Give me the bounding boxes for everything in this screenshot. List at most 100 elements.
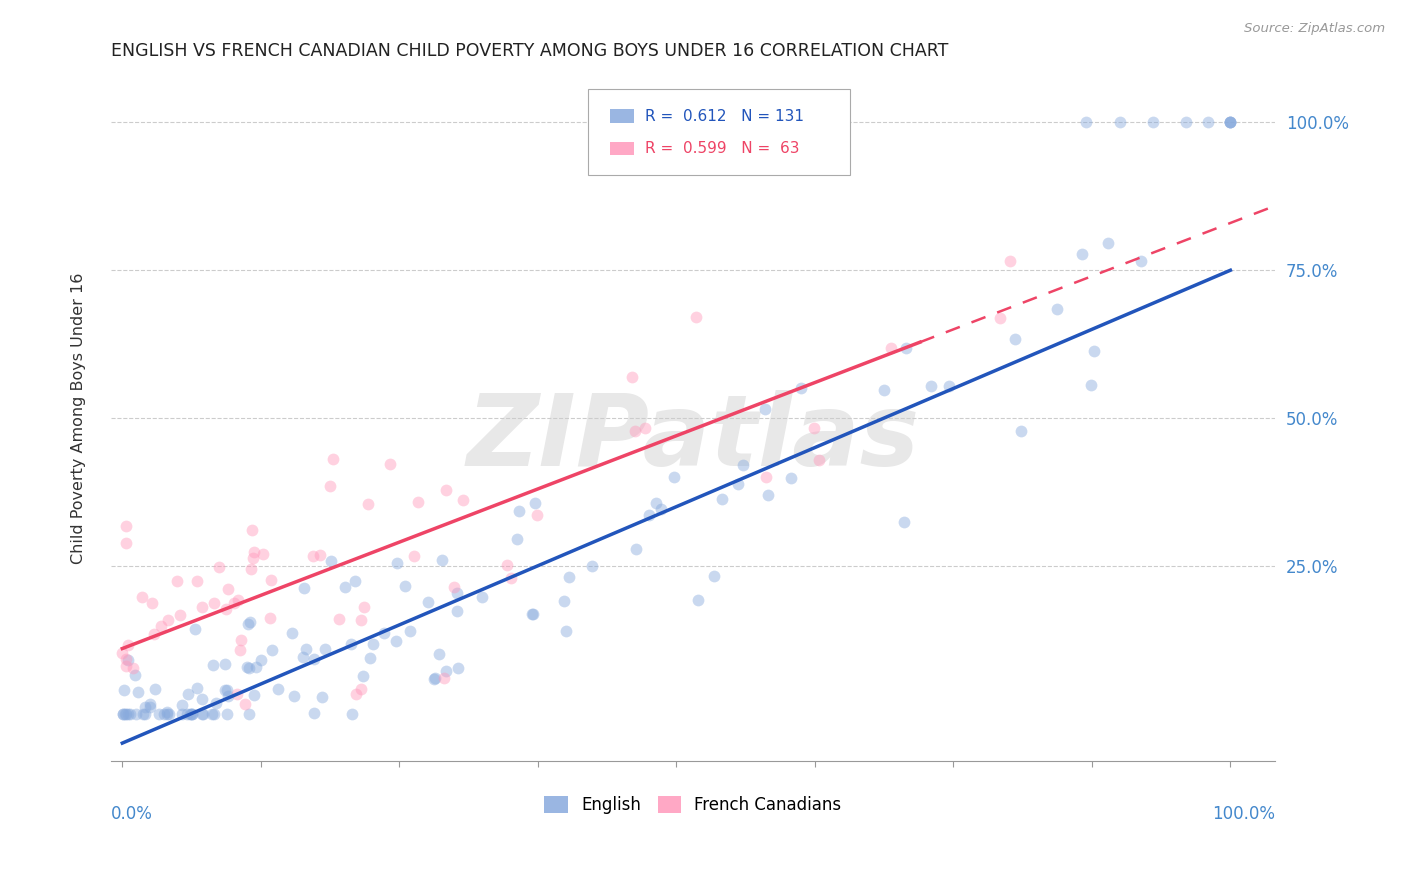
Point (132, 706, 155, 721)
Point (1108, 115, 1130, 129)
Point (214, 657, 236, 671)
Point (755, 470, 778, 484)
Bar (610, 110, 634, 123)
Point (754, 402, 776, 417)
Point (118, 706, 141, 721)
Point (434, 664, 457, 678)
Point (186, 574, 208, 589)
Point (148, 706, 170, 721)
Point (373, 626, 395, 640)
Point (1076, 115, 1098, 129)
Point (115, 659, 138, 673)
Point (522, 607, 544, 621)
Point (252, 547, 274, 561)
Point (385, 633, 408, 648)
Point (436, 483, 458, 498)
Point (422, 673, 444, 687)
Point (879, 341, 901, 355)
Point (319, 554, 342, 568)
Point (291, 650, 314, 665)
Point (873, 384, 896, 398)
Point (1219, 115, 1241, 129)
Point (124, 667, 146, 681)
Point (402, 549, 425, 564)
Point (353, 599, 375, 614)
Point (191, 706, 214, 721)
Text: ENGLISH VS FRENCH CANADIAN CHILD POVERTY AMONG BOYS UNDER 16 CORRELATION CHART: ENGLISH VS FRENCH CANADIAN CHILD POVERTY… (111, 42, 949, 60)
Point (226, 687, 249, 701)
Point (115, 536, 138, 550)
Point (311, 690, 333, 704)
Point (447, 661, 470, 675)
Point (304, 706, 326, 720)
Point (1097, 235, 1119, 250)
Point (446, 586, 468, 600)
Point (156, 706, 179, 721)
Point (176, 687, 198, 701)
Point (240, 523, 263, 537)
Point (112, 682, 135, 697)
Point (249, 653, 271, 667)
Point (790, 381, 813, 395)
Point (150, 619, 173, 633)
Point (243, 688, 266, 702)
Point (1129, 254, 1152, 268)
Point (333, 580, 356, 594)
Point (638, 508, 661, 523)
Point (283, 690, 305, 704)
Point (662, 470, 685, 484)
Point (688, 592, 710, 607)
Point (645, 495, 668, 509)
Point (240, 562, 263, 576)
FancyBboxPatch shape (588, 89, 851, 175)
Point (236, 660, 259, 674)
Point (524, 496, 547, 510)
Point (157, 613, 180, 627)
Point (134, 706, 156, 721)
Point (425, 671, 447, 685)
Point (156, 705, 179, 719)
Point (115, 706, 138, 721)
Point (139, 699, 162, 714)
Point (349, 682, 371, 697)
Point (361, 637, 384, 651)
Point (157, 706, 180, 721)
Point (238, 617, 260, 632)
Point (166, 574, 188, 589)
Point (998, 253, 1021, 268)
Point (215, 601, 238, 615)
Text: 0.0%: 0.0% (111, 805, 153, 823)
Point (292, 581, 315, 595)
Point (1175, 115, 1198, 129)
Point (429, 647, 451, 661)
Point (495, 558, 517, 573)
Point (280, 626, 302, 640)
Point (520, 607, 543, 622)
Y-axis label: Child Poverty Among Boys Under 16: Child Poverty Among Boys Under 16 (72, 272, 86, 564)
Text: R =  0.612   N = 131: R = 0.612 N = 131 (645, 109, 804, 124)
Point (179, 706, 201, 721)
Point (231, 632, 253, 647)
Point (202, 706, 225, 721)
Point (894, 341, 917, 355)
Point (1219, 115, 1241, 129)
Point (214, 683, 236, 698)
Point (202, 596, 225, 610)
Point (733, 458, 755, 473)
Point (186, 681, 208, 695)
Text: ZIPatlas: ZIPatlas (467, 390, 920, 487)
Point (190, 691, 212, 706)
Point (153, 706, 176, 721)
Point (633, 421, 655, 435)
Point (121, 660, 143, 674)
Point (780, 471, 803, 485)
Point (115, 519, 138, 533)
Point (125, 706, 148, 721)
Point (1004, 332, 1026, 346)
Point (138, 697, 160, 711)
Point (319, 479, 342, 493)
Point (170, 698, 193, 713)
Point (322, 452, 344, 467)
Point (387, 556, 409, 570)
Point (554, 624, 576, 638)
